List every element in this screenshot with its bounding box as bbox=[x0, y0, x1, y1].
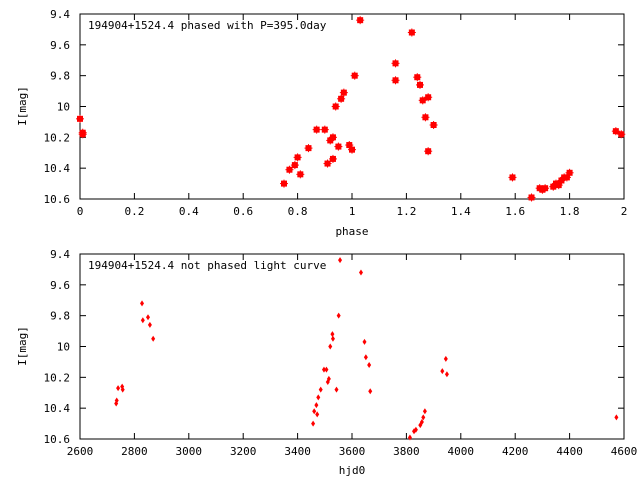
data-point bbox=[114, 397, 119, 404]
y-tick-label: 9.6 bbox=[50, 39, 70, 52]
y-tick-label: 9.6 bbox=[50, 279, 70, 292]
x-tick-label: 1.2 bbox=[396, 205, 416, 218]
data-point bbox=[334, 386, 339, 393]
x-axis-label: phase bbox=[335, 225, 368, 238]
data-point bbox=[330, 335, 335, 342]
y-tick-label: 9.4 bbox=[50, 248, 70, 261]
data-point bbox=[315, 411, 320, 418]
data-point bbox=[413, 426, 418, 433]
x-tick-label: 0.8 bbox=[288, 205, 308, 218]
y-tick-label: 9.8 bbox=[50, 70, 70, 83]
y-tick-label: 10 bbox=[57, 101, 70, 114]
x-tick-label: 3000 bbox=[176, 445, 203, 458]
x-tick-label: 4200 bbox=[502, 445, 529, 458]
x-tick-label: 3600 bbox=[339, 445, 366, 458]
data-point bbox=[321, 366, 326, 373]
y-tick-label: 10.4 bbox=[44, 162, 71, 175]
data-point bbox=[363, 354, 368, 361]
chart-2: 2600 2800 3000 3200 3400 3600 3800 4000 4200 4400… bbox=[16, 248, 637, 477]
y-axis-label: I[mag] bbox=[16, 326, 29, 366]
x-tick-label: 3800 bbox=[393, 445, 420, 458]
y-tick-label: 10.2 bbox=[44, 131, 71, 144]
y-tick-label: 10.6 bbox=[44, 193, 71, 206]
data-point bbox=[421, 414, 426, 421]
x-tick-label: 4000 bbox=[448, 445, 475, 458]
y-tick-label: 10.4 bbox=[44, 402, 71, 415]
data-point bbox=[407, 434, 412, 441]
data-point bbox=[330, 331, 335, 338]
x-tick-label: 0 bbox=[77, 205, 84, 218]
data-point bbox=[324, 366, 329, 373]
x-tick-label: 1.6 bbox=[505, 205, 525, 218]
data-point bbox=[358, 269, 363, 276]
x-tick-label: 0.2 bbox=[124, 205, 144, 218]
x-tick-label: 0.6 bbox=[233, 205, 253, 218]
data-point bbox=[328, 343, 333, 350]
data-point bbox=[140, 317, 145, 324]
y-axis-label: I[mag] bbox=[16, 86, 29, 126]
data-point bbox=[443, 355, 448, 362]
data-point bbox=[311, 420, 316, 427]
x-axis-label: hjd0 bbox=[339, 464, 366, 477]
x-tick-label: 2 bbox=[621, 205, 628, 218]
data-point bbox=[316, 394, 321, 401]
x-tick-label: 1 bbox=[349, 205, 356, 218]
data-point bbox=[336, 312, 341, 319]
data-point bbox=[312, 408, 317, 415]
data-point bbox=[367, 362, 372, 368]
data-point bbox=[120, 386, 125, 393]
data-point bbox=[422, 408, 427, 415]
data-point bbox=[326, 375, 331, 382]
data-point bbox=[444, 371, 449, 378]
data-point bbox=[146, 314, 150, 321]
data-point bbox=[440, 368, 445, 375]
data-point bbox=[151, 335, 156, 342]
chart-1: 0 0.2 0.4 0.6 0.8 1 1.2 1.4 1.6 1.8 2 9.4 9.6 9.8 10 10… bbox=[16, 8, 627, 238]
data-point bbox=[147, 321, 152, 328]
data-point bbox=[314, 402, 319, 409]
x-tick-label: 1.4 bbox=[451, 205, 471, 218]
data-point bbox=[419, 419, 424, 426]
y-tick-label: 10.6 bbox=[44, 433, 71, 446]
data-point bbox=[614, 414, 619, 421]
y-tick-label: 9.8 bbox=[50, 310, 70, 323]
x-tick-label: 2800 bbox=[121, 445, 148, 458]
x-tick-label: 4600 bbox=[611, 445, 638, 458]
x-tick-label: 3200 bbox=[230, 445, 257, 458]
x-tick-label: 0.4 bbox=[179, 205, 199, 218]
x-tick-label: 3400 bbox=[284, 445, 311, 458]
plot-frame bbox=[79, 13, 625, 200]
x-tick-label: 1.8 bbox=[560, 205, 580, 218]
data-point bbox=[362, 338, 367, 345]
x-tick-label: 2600 bbox=[67, 445, 94, 458]
data-point bbox=[318, 386, 323, 393]
y-tick-label: 9.4 bbox=[50, 8, 70, 21]
y-tick-label: 10.2 bbox=[44, 371, 71, 384]
x-tick-label: 4400 bbox=[556, 445, 583, 458]
data-point bbox=[338, 257, 343, 264]
data-point bbox=[368, 388, 373, 395]
data-point bbox=[140, 300, 145, 307]
chart-title: 194904+1524.4 phased with P=395.0day bbox=[88, 19, 327, 32]
chart-title: 194904+1524.4 not phased light curve bbox=[88, 259, 326, 272]
y-tick-label: 10 bbox=[57, 341, 70, 354]
data-point bbox=[116, 385, 121, 392]
plot-frame bbox=[79, 253, 625, 440]
